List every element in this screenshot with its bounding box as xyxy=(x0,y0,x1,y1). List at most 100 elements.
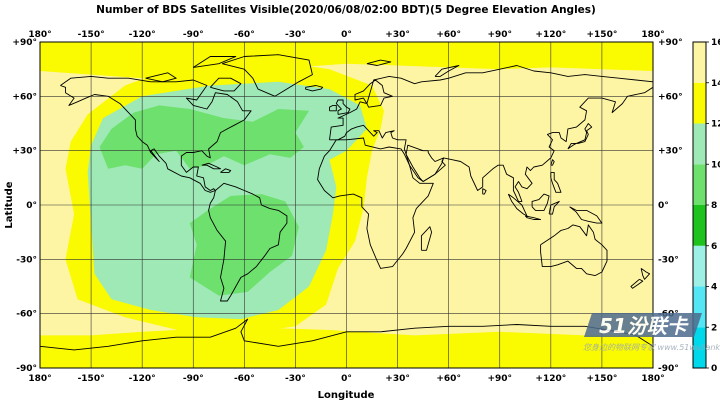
y-tick-label-left: +30° xyxy=(12,147,37,157)
x-tick-label-bottom: -30° xyxy=(285,374,306,384)
coastline-north-america xyxy=(60,75,252,193)
colorbar-band xyxy=(693,164,706,205)
watermark: 51汾联卡 您身边的物联网专家 www.51wulianka.com xyxy=(583,313,720,352)
colorbar-tick-label: 14 xyxy=(711,79,720,89)
y-ticks-left: +90° +60° +30° 0° -30° -60° -90° xyxy=(12,38,37,374)
coastline-south-america xyxy=(208,182,288,302)
colorbar-tick-label: 16 xyxy=(711,38,720,48)
y-tick-label-left: -30° xyxy=(16,255,37,265)
x-tick-label-bottom: +60° xyxy=(436,374,461,384)
x-tick-label-top: +30° xyxy=(385,30,410,40)
x-tick-label-top: -30° xyxy=(285,30,306,40)
coastline-baffin-island xyxy=(209,77,242,92)
x-ticks-top: 180° -150° -120° -90° -60° -30° 0° +30° +60° +90°… xyxy=(28,30,664,40)
watermark-logo-badge xyxy=(584,313,702,337)
x-tick-label-bottom: +30° xyxy=(385,374,410,384)
x-tick-label-bottom: 180° xyxy=(641,374,664,384)
map-frame xyxy=(39,41,654,369)
y-tick-label-right: -90° xyxy=(658,364,679,374)
colorbar-ticks: 16 14 12 10 8 6 4 2 0 xyxy=(706,38,720,374)
watermark-logo-text: 51汾联卡 xyxy=(599,314,689,338)
x-tick-label-bottom: +90° xyxy=(487,374,512,384)
coastline-antarctica xyxy=(40,318,653,351)
x-tick-label-bottom: -150° xyxy=(78,374,105,384)
x-tick-label-top: -60° xyxy=(234,30,255,40)
colorbar-tick-label: 0 xyxy=(711,364,717,374)
coastline-new-zealand-north xyxy=(640,268,651,280)
coastline-victoria-island xyxy=(145,72,177,83)
coastline-madagascar xyxy=(420,226,433,251)
x-tick-label-bottom: +150° xyxy=(587,374,618,384)
x-tick-label-top: 0° xyxy=(341,30,352,40)
coastline-eurasia xyxy=(329,65,653,202)
coastline-taiwan xyxy=(550,159,555,166)
y-tick-label-left: +90° xyxy=(12,38,37,48)
coastlines xyxy=(40,54,653,351)
y-tick-label-right: -30° xyxy=(658,255,679,265)
y-tick-label-right: 0° xyxy=(658,201,669,211)
x-tick-label-top: +150° xyxy=(587,30,618,40)
y-tick-label-right: +30° xyxy=(658,147,683,157)
coastline-java xyxy=(524,215,542,220)
coastline-new-guinea xyxy=(569,206,603,224)
coastline-cuba xyxy=(201,162,221,170)
colorbar xyxy=(693,42,706,368)
x-tick-label-top: +60° xyxy=(436,30,461,40)
coastline-hispaniola xyxy=(220,168,232,173)
grid-lines xyxy=(40,42,653,368)
colorbar-band xyxy=(693,205,706,246)
colorbar-tick-label: 4 xyxy=(711,283,717,293)
x-tick-label-top: 180° xyxy=(28,30,51,40)
coastline-australia xyxy=(540,224,608,277)
y-tick-label-left: -90° xyxy=(16,364,37,374)
x-tick-label-top: +90° xyxy=(487,30,512,40)
coastline-borneo xyxy=(531,193,550,211)
coastline-japan xyxy=(567,123,593,150)
x-tick-label-bottom: -120° xyxy=(129,374,156,384)
coastline-africa xyxy=(317,137,434,269)
coastline-greenland xyxy=(222,54,313,97)
y-tick-label-left: -60° xyxy=(16,310,37,320)
colorbar-band xyxy=(693,123,706,165)
coastline-ireland xyxy=(329,104,337,112)
x-tick-label-bottom: 180° xyxy=(28,374,51,384)
y-axis-label: Latitude xyxy=(4,181,15,228)
coastline-arabian-peninsula xyxy=(405,144,445,182)
coastline-ellesmere-island xyxy=(193,56,237,68)
coastline-new-zealand-south xyxy=(630,278,644,289)
colorbar-tick-label: 10 xyxy=(711,160,720,170)
colorbar-band xyxy=(693,82,706,124)
colorbar-tick-label: 2 xyxy=(711,323,717,333)
y-tick-label-left: +60° xyxy=(12,92,37,102)
coastline-novaya-zemlya xyxy=(434,65,460,77)
x-tick-label-top: +120° xyxy=(535,30,566,40)
coastline-philippines xyxy=(550,171,562,193)
colorbar-tick-label: 6 xyxy=(711,242,717,252)
x-ticks-bottom: 180° -150° -120° -90° -60° -30° 0° +30° +60° +90°… xyxy=(28,374,664,384)
y-tick-label-left: 0° xyxy=(26,201,37,211)
x-tick-label-bottom: -60° xyxy=(234,374,255,384)
colorbar-band xyxy=(693,245,706,287)
colorbar-band xyxy=(693,42,706,83)
coastline-sri-lanka xyxy=(482,188,487,195)
y-tick-label-right: +90° xyxy=(658,38,683,48)
x-tick-label-top: -120° xyxy=(129,30,156,40)
coastline-svalbard xyxy=(366,59,392,66)
coastline-sumatra xyxy=(507,193,528,217)
x-tick-label-top: -150° xyxy=(78,30,105,40)
coastline-iceland xyxy=(305,85,324,92)
x-tick-label-bottom: 0° xyxy=(341,374,352,384)
colorbar-tick-label: 8 xyxy=(711,201,717,211)
y-tick-label-right: +60° xyxy=(658,92,683,102)
map-plot xyxy=(40,42,653,368)
x-tick-label-top: -90° xyxy=(183,30,204,40)
colorbar-tick-label: 12 xyxy=(711,120,720,130)
x-axis-label: Longitude xyxy=(318,390,375,401)
x-tick-label-bottom: -90° xyxy=(183,374,204,384)
colorbar-band xyxy=(693,327,706,368)
chart-title: Number of BDS Satellites Visible(2020/06… xyxy=(96,4,596,16)
coastline-great-britain xyxy=(335,99,351,115)
x-tick-label-top: 180° xyxy=(641,30,664,40)
watermark-tagline: 您身边的物联网专家 www.51wulianka.com xyxy=(583,343,720,352)
